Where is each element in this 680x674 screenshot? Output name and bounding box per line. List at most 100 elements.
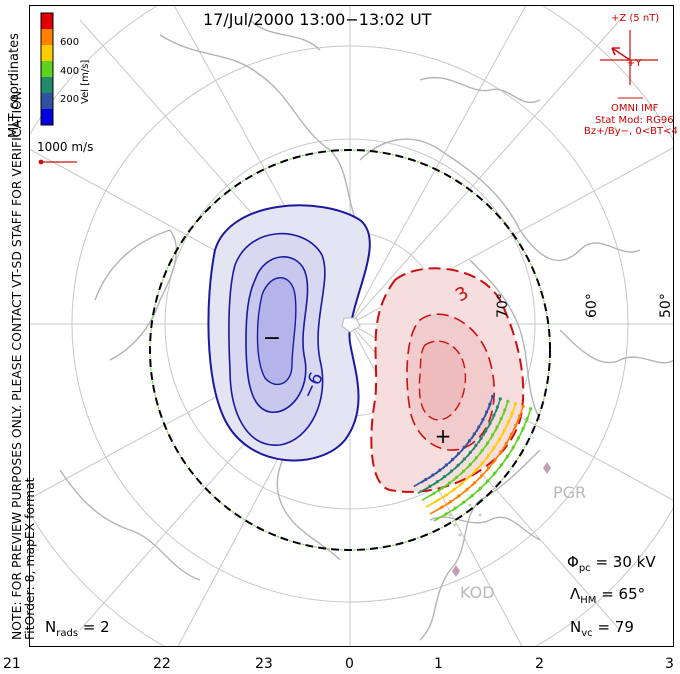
velocity-vector-origin xyxy=(462,500,466,504)
colorbar-swatch xyxy=(41,29,53,46)
velocity-vector-origin xyxy=(428,484,432,488)
velocity-vector-origin xyxy=(480,461,485,465)
velocity-vector-origin xyxy=(511,445,515,449)
velocity-vector-origin xyxy=(460,481,464,485)
velocity-vector-origin xyxy=(518,414,522,418)
velocity-vector-origin xyxy=(456,463,460,467)
stat-lambda-hm: ΛHM = 65° xyxy=(570,585,645,606)
velocity-vector-origin xyxy=(485,479,490,483)
latitude-label-60: 60° xyxy=(584,293,600,318)
velocity-vector-origin xyxy=(493,471,497,475)
positive-potential-cell xyxy=(370,267,525,493)
colorbar-swatch xyxy=(41,13,53,30)
stat-lambda-value: = 65° xyxy=(601,585,646,603)
velocity-vector-origin xyxy=(502,429,506,433)
velocity-vector-origin xyxy=(452,487,456,491)
potential-minimum-marker: − xyxy=(263,326,281,351)
colorbar-tick-200: 200 xyxy=(60,94,80,105)
colorbar-label: Vel [m/s] xyxy=(80,59,91,104)
imf-clock-dial-icon xyxy=(600,30,658,85)
scale-label: 1000 m/s xyxy=(37,140,94,154)
velocity-vector-origin xyxy=(444,463,449,467)
velocity-vector xyxy=(425,499,439,508)
velocity-vector-origin xyxy=(506,399,510,403)
velocity-vector-origin xyxy=(509,432,513,436)
velocity-vector-origin xyxy=(510,411,514,415)
velocity-vector-origin xyxy=(467,475,471,479)
velocity-vector xyxy=(413,478,427,488)
velocity-vector-origin xyxy=(486,466,491,470)
velocity-vector-origin xyxy=(485,410,489,414)
fit-order-note: FitOrder: 8, mapEX format xyxy=(22,477,37,640)
velocity-vector-origin xyxy=(481,417,485,422)
stat-n-vc: Nvc = 79 xyxy=(570,618,634,639)
velocity-vector-origin xyxy=(505,454,510,458)
imf-condition: Bz+/By−, 0<BT<4 xyxy=(584,126,678,137)
velocity-vector-origin xyxy=(497,437,502,441)
velocity-vector-origin xyxy=(462,445,466,449)
velocity-vector-origin xyxy=(492,445,496,449)
heppner-maynard-boundary xyxy=(149,149,551,551)
velocity-vector-origin xyxy=(457,494,461,498)
velocity-vector-origin xyxy=(468,462,472,467)
velocity-vector-origin xyxy=(513,402,518,406)
velocity-vector-origin xyxy=(470,493,474,498)
velocity-vector-origin xyxy=(474,455,479,460)
mlt-tick-3: 3 xyxy=(665,656,674,672)
velocity-vector-origin xyxy=(529,407,533,411)
velocity-vectors xyxy=(413,394,533,522)
plot-frame xyxy=(29,5,674,647)
velocity-vector-origin xyxy=(495,405,499,409)
velocity-vector-origin xyxy=(504,441,508,445)
stat-nvc-sub: vc xyxy=(581,628,593,639)
velocity-vector-origin xyxy=(486,453,491,457)
stat-phi-symbol: Φ xyxy=(567,553,579,571)
mlt-tick-0: 0 xyxy=(345,656,354,672)
velocity-vector-origin xyxy=(455,475,459,479)
velocity-vector-origin xyxy=(447,481,452,485)
stat-lambda-symbol: Λ xyxy=(570,585,581,603)
stat-n-rads: Nrads = 2 xyxy=(45,618,110,639)
coastlines xyxy=(59,19,674,641)
mlt-tick-23: 23 xyxy=(255,656,273,672)
velocity-vector xyxy=(429,506,443,515)
velocity-vector-origin xyxy=(490,433,495,437)
velocity-vector-origin xyxy=(436,498,440,502)
velocity-vector-origin xyxy=(499,450,503,454)
stat-lambda-sub: HM xyxy=(580,595,597,606)
imf-y-label: +Y xyxy=(627,58,642,69)
velocity-vector-origin xyxy=(472,481,477,485)
velocity-vector-origin xyxy=(491,394,495,398)
imf-source: OMNI IMF xyxy=(611,103,659,114)
velocity-vector-origin xyxy=(438,468,442,472)
pole-marker-icon xyxy=(341,317,361,333)
station-footprint-dots xyxy=(448,503,482,537)
velocity-vector-origin xyxy=(477,425,481,429)
velocity-vector-origin xyxy=(498,397,502,401)
colorbar-tick-400: 400 xyxy=(60,66,80,77)
plot-title: 17/Jul/2000 13:00−13:02 UT xyxy=(203,10,432,29)
stat-nvc-symbol: N xyxy=(570,618,582,636)
velocity-vector-origin xyxy=(479,436,483,440)
velocity-vector-origin xyxy=(457,451,461,456)
colorbar-swatch xyxy=(41,109,53,126)
velocity-colorbar xyxy=(41,13,53,126)
latitude-label-50: 50° xyxy=(658,293,674,318)
station-label-pgr: PGR xyxy=(553,483,586,502)
stat-phi-sub: pc xyxy=(578,563,591,574)
velocity-vector-origin xyxy=(488,421,492,425)
stat-nrads-symbol: N xyxy=(45,618,57,636)
colorbar-swatch xyxy=(41,77,53,94)
stat-nrads-value: = 2 xyxy=(82,618,110,636)
velocity-vector-origin xyxy=(467,439,472,443)
stat-phi-pc: Φpc = 30 kV xyxy=(567,553,656,574)
velocity-vector-origin xyxy=(474,468,478,472)
velocity-vector-origin xyxy=(514,423,518,427)
imf-model: Stat Mod: RG96 xyxy=(595,115,674,126)
velocity-vector-origin xyxy=(521,426,525,431)
velocity-vector-origin xyxy=(462,457,467,461)
mlt-tick-2: 2 xyxy=(535,656,544,672)
velocity-vector xyxy=(417,485,431,495)
mlt-tick-1: 1 xyxy=(434,656,443,672)
velocity-vector-origin xyxy=(440,486,444,490)
